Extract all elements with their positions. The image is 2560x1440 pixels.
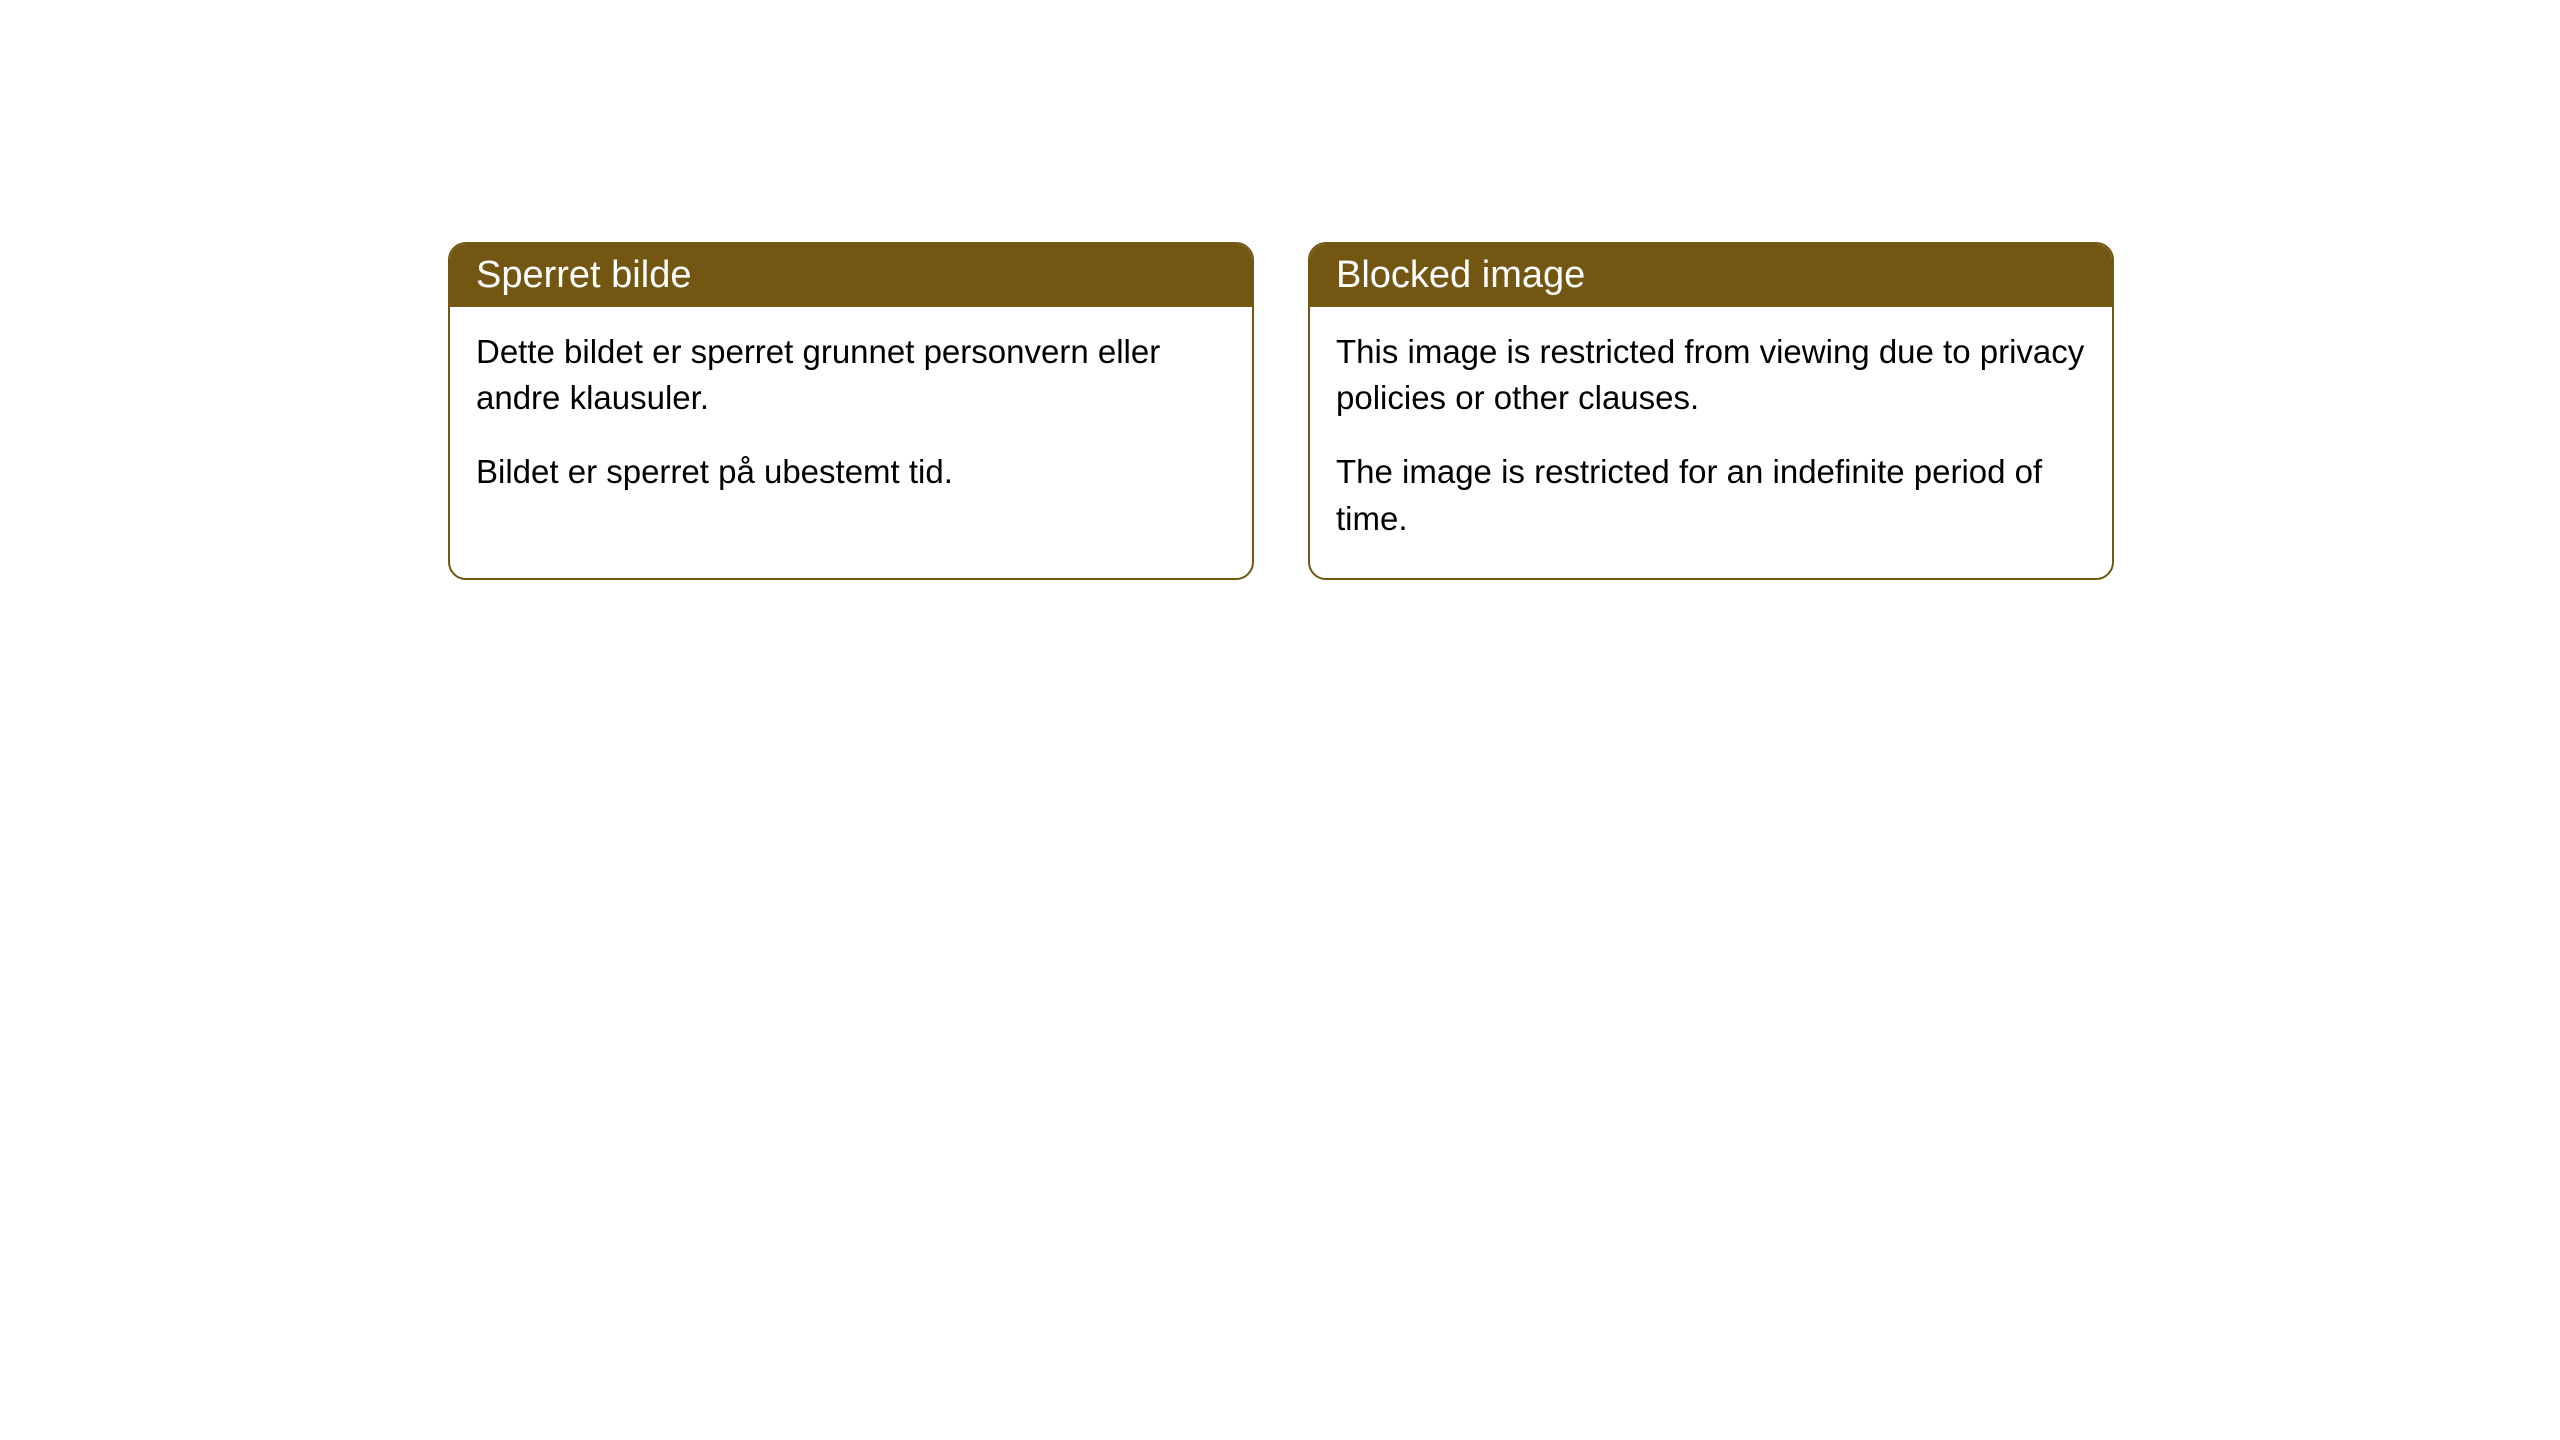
card-title: Blocked image xyxy=(1336,254,1585,296)
card-body-english: This image is restricted from viewing du… xyxy=(1310,307,2112,578)
card-body-norwegian: Dette bildet er sperret grunnet personve… xyxy=(450,307,1252,532)
card-paragraph-1: Dette bildet er sperret grunnet personve… xyxy=(476,329,1226,421)
blocked-image-card-english: Blocked image This image is restricted f… xyxy=(1308,242,2114,580)
blocked-image-card-norwegian: Sperret bilde Dette bildet er sperret gr… xyxy=(448,242,1254,580)
card-paragraph-1: This image is restricted from viewing du… xyxy=(1336,329,2086,421)
card-title: Sperret bilde xyxy=(476,254,691,296)
card-header-english: Blocked image xyxy=(1310,244,2112,307)
card-header-norwegian: Sperret bilde xyxy=(450,244,1252,307)
card-paragraph-2: The image is restricted for an indefinit… xyxy=(1336,449,2086,541)
notice-cards-container: Sperret bilde Dette bildet er sperret gr… xyxy=(0,0,2560,580)
card-paragraph-2: Bildet er sperret på ubestemt tid. xyxy=(476,449,1226,495)
